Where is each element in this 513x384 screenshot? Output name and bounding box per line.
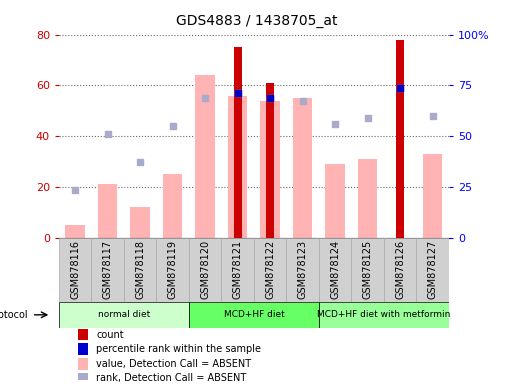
Point	[233, 90, 242, 96]
Bar	[254, 238, 286, 302]
Bar	[222, 238, 254, 302]
Bar	[78, 358, 88, 370]
Bar	[228, 96, 247, 238]
Bar	[78, 343, 88, 355]
Text: GSM878127: GSM878127	[428, 240, 438, 299]
Bar	[423, 154, 442, 238]
Point	[104, 131, 112, 137]
Bar	[266, 83, 274, 238]
Text: GSM878120: GSM878120	[200, 240, 210, 299]
Text: GSM878121: GSM878121	[233, 240, 243, 299]
Text: GSM878119: GSM878119	[168, 240, 177, 299]
Point	[396, 85, 404, 91]
Bar	[319, 302, 449, 328]
Text: percentile rank within the sample: percentile rank within the sample	[96, 344, 261, 354]
Point	[233, 90, 242, 96]
Text: value, Detection Call = ABSENT: value, Detection Call = ABSENT	[96, 359, 251, 369]
Bar	[351, 238, 384, 302]
Text: GSM878125: GSM878125	[363, 240, 372, 299]
Text: GSM878116: GSM878116	[70, 240, 80, 299]
Bar	[286, 238, 319, 302]
Bar	[66, 225, 85, 238]
Bar	[233, 47, 242, 238]
Text: GSM878124: GSM878124	[330, 240, 340, 299]
Text: GSM878126: GSM878126	[395, 240, 405, 299]
Text: GSM878117: GSM878117	[103, 240, 113, 299]
Point	[136, 159, 144, 165]
Text: MCD+HF diet: MCD+HF diet	[224, 310, 284, 319]
Bar	[163, 174, 183, 238]
Bar	[293, 98, 312, 238]
Point	[71, 187, 80, 193]
Bar	[325, 164, 345, 238]
Bar	[78, 373, 88, 384]
Bar	[189, 302, 319, 328]
Text: MCD+HF diet with metformin: MCD+HF diet with metformin	[317, 310, 450, 319]
Bar	[396, 40, 404, 238]
Bar	[261, 101, 280, 238]
Bar	[98, 184, 117, 238]
Text: count: count	[96, 329, 124, 339]
Bar	[59, 238, 91, 302]
Point	[331, 121, 339, 127]
Bar	[417, 238, 449, 302]
Bar	[59, 302, 189, 328]
Bar	[384, 238, 417, 302]
Point	[201, 95, 209, 101]
Bar	[319, 238, 351, 302]
Text: rank, Detection Call = ABSENT: rank, Detection Call = ABSENT	[96, 374, 246, 384]
Text: normal diet: normal diet	[98, 310, 150, 319]
Point	[266, 95, 274, 101]
Text: GSM878123: GSM878123	[298, 240, 308, 299]
Bar	[130, 207, 150, 238]
Text: protocol: protocol	[0, 310, 28, 320]
Bar	[156, 238, 189, 302]
Point	[428, 113, 437, 119]
Bar	[195, 75, 215, 238]
Bar	[358, 159, 378, 238]
Point	[169, 123, 177, 129]
Point	[299, 98, 307, 104]
Point	[364, 115, 372, 121]
Text: GSM878122: GSM878122	[265, 240, 275, 299]
Text: GSM878118: GSM878118	[135, 240, 145, 299]
Point	[266, 95, 274, 101]
Bar	[124, 238, 156, 302]
Bar	[189, 238, 222, 302]
Bar	[78, 329, 88, 340]
Text: GDS4883 / 1438705_at: GDS4883 / 1438705_at	[176, 14, 337, 28]
Bar	[91, 238, 124, 302]
Point	[396, 85, 404, 91]
